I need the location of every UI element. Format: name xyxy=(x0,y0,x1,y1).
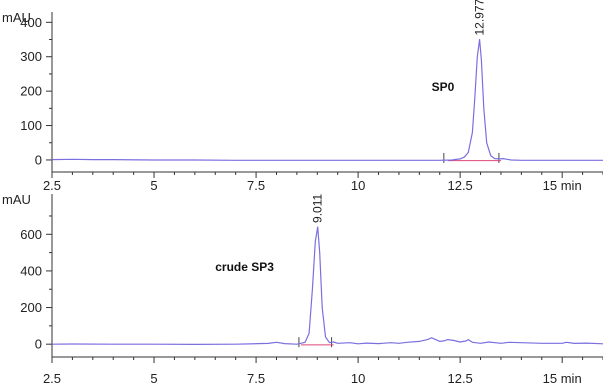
y-unit-label: mAU xyxy=(2,10,31,25)
x-tick-label: 7.5 xyxy=(247,178,265,193)
x-tick-label: 2.5 xyxy=(43,371,61,385)
x-tick-label: 10 xyxy=(351,178,365,193)
y-tick-label: 200 xyxy=(20,300,42,315)
x-tick-label: 12.5 xyxy=(447,178,472,193)
x-tick-label: 10 xyxy=(351,371,365,385)
y-tick-label: 200 xyxy=(20,84,42,99)
x-tick-label: 15 min xyxy=(543,371,582,385)
chart-panel-1: mAU 0 100 200 300 400 2.5 5 7.5 10 12.5 15 min 12.97… xyxy=(2,0,603,193)
peak-label: 12.977 xyxy=(473,0,487,36)
x-tick-label: 5 xyxy=(150,371,157,385)
x-tick-label: 7.5 xyxy=(247,371,265,385)
x-tick-label: 2.5 xyxy=(43,178,61,193)
series-line xyxy=(51,226,603,345)
sample-annotation: SP0 xyxy=(432,80,455,94)
chart-panel-2: mAU 0 200 400 600 2.5 5 7.5 10 12.5 15 min 9.011 cru… xyxy=(2,192,603,385)
sample-annotation: crude SP3 xyxy=(215,260,274,274)
x-tick-label: 5 xyxy=(150,178,157,193)
series-line xyxy=(51,38,603,161)
y-tick-label: 100 xyxy=(20,118,42,133)
x-tick-label: 15 min xyxy=(543,178,582,193)
y-tick-label: 0 xyxy=(35,337,42,352)
y-tick-label: 300 xyxy=(20,49,42,64)
peak-label: 9.011 xyxy=(311,194,325,223)
y-unit-label: mAU xyxy=(2,192,31,207)
y-tick-label: 0 xyxy=(35,152,42,167)
y-tick-label: 400 xyxy=(20,263,42,278)
x-tick-label: 12.5 xyxy=(447,371,472,385)
y-tick-label: 400 xyxy=(20,15,42,30)
y-tick-label: 600 xyxy=(20,227,42,242)
